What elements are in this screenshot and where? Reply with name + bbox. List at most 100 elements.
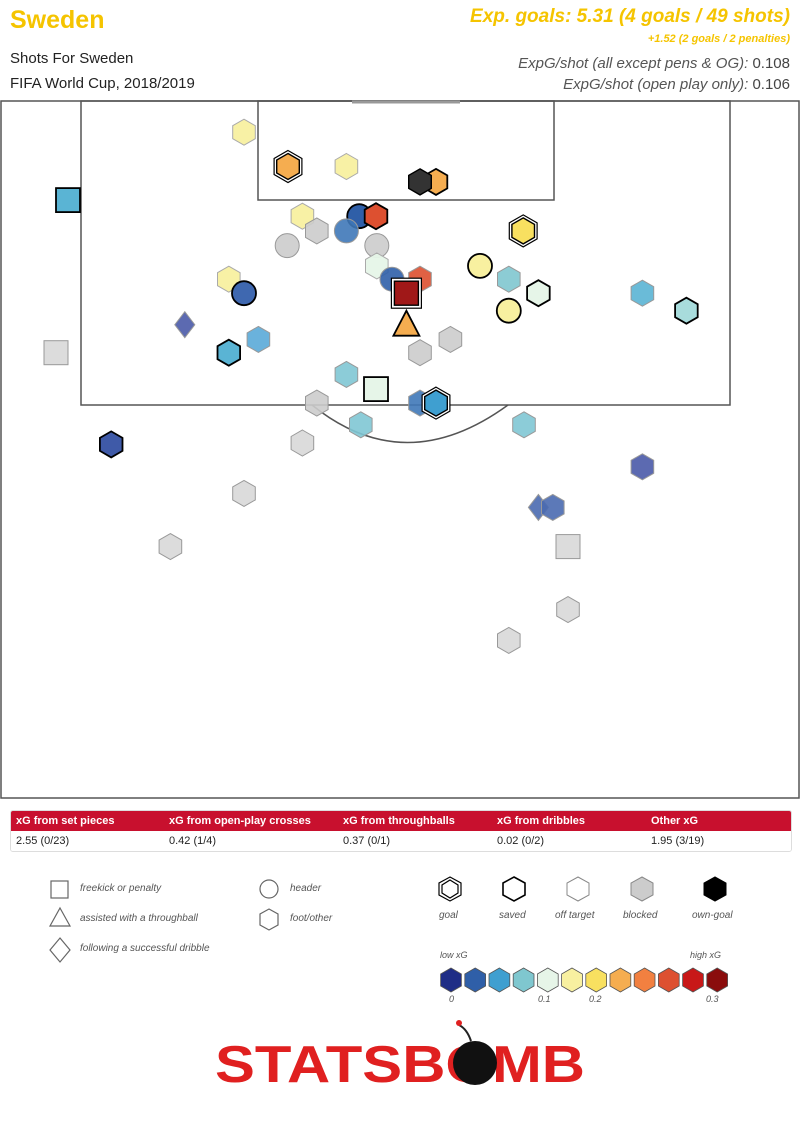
shot-marker-8 <box>363 202 389 231</box>
legend-triangle-icon <box>48 906 72 927</box>
shot-marker-48 <box>556 596 580 624</box>
scale-swatch-2 <box>488 967 511 993</box>
shot-marker-40 <box>99 430 124 459</box>
legend-label-freekick: freekick or penalty <box>80 883 162 894</box>
shot-marker-9 <box>305 217 329 245</box>
shot-marker-41 <box>290 429 315 457</box>
legend-foot-icon <box>259 908 279 931</box>
shot-marker-45 <box>541 493 565 521</box>
scale-high-label: high xG <box>690 950 722 960</box>
value-other: 1.95 (3/19) <box>651 835 705 847</box>
shot-marker-4 <box>408 168 432 196</box>
shot-marker-26 <box>174 310 196 339</box>
shot-marker-30 <box>43 340 69 366</box>
shot-marker-46 <box>158 533 183 561</box>
header-open-play-crosses: xG from open-play crosses <box>169 815 311 827</box>
scale-swatch-4 <box>537 967 559 993</box>
chart-subtitle: Shots For Sweden <box>10 50 134 67</box>
header-other: Other xG <box>651 815 699 827</box>
scale-swatch-7 <box>609 967 632 993</box>
legend-header-icon <box>259 879 279 899</box>
shot-marker-33 <box>334 360 359 388</box>
xg-extra: +1.52 (2 goals / 2 penalties) <box>647 33 790 45</box>
ratio-open-play-label: ExpG/shot (open play only): <box>563 76 749 93</box>
value-throughballs: 0.37 (0/1) <box>343 835 391 847</box>
ratio-all: ExpG/shot (all except pens & OG): 0.108 <box>518 55 790 72</box>
shot-marker-37 <box>421 386 451 420</box>
shot-map <box>0 100 800 799</box>
scale-tick-2: 0.2 <box>589 994 602 1004</box>
shot-marker-12 <box>274 233 300 259</box>
shot-marker-24 <box>495 297 522 324</box>
scale-swatch-3 <box>512 967 535 993</box>
team-name: Sweden <box>10 6 105 34</box>
shot-marker-0 <box>232 118 256 146</box>
shot-marker-28 <box>246 325 271 353</box>
penalty-area <box>80 100 731 406</box>
shot-marker-19 <box>497 265 521 293</box>
scale-swatch-5 <box>561 967 583 993</box>
legend-label-goal: goal <box>439 910 458 921</box>
shot-marker-23 <box>630 279 655 307</box>
legend-label-own-goal: own-goal <box>692 910 733 921</box>
shot-marker-47 <box>555 534 581 560</box>
scale-swatch-9 <box>658 967 680 993</box>
scale-swatch-6 <box>585 967 607 993</box>
scale-swatch-1 <box>464 967 487 993</box>
shot-marker-22 <box>526 279 551 308</box>
shots-layer <box>43 118 699 654</box>
scale-low-label: low xG <box>440 950 468 960</box>
shot-marker-11 <box>508 214 538 248</box>
shot-marker-32 <box>408 339 432 367</box>
shot-marker-5 <box>55 187 81 213</box>
xg-breakdown-header: xG from set pieces xG from open-play cro… <box>11 811 791 831</box>
xg-breakdown-table: xG from set pieces xG from open-play cro… <box>10 810 792 852</box>
shot-marker-25 <box>674 296 699 325</box>
bomb-fuse-icon <box>458 1024 472 1042</box>
six-yard-box <box>257 100 555 201</box>
ratio-open-play: ExpG/shot (open play only): 0.106 <box>563 76 790 93</box>
legend-blocked-icon <box>630 876 654 902</box>
shot-marker-49 <box>497 626 521 654</box>
header-throughballs: xG from throughballs <box>343 815 455 827</box>
bomb-spark-icon <box>456 1020 462 1026</box>
legend-label-off-target: off target <box>555 910 595 921</box>
legend-label-foot: foot/other <box>290 913 333 924</box>
shot-marker-35 <box>305 389 329 417</box>
header-set-pieces: xG from set pieces <box>16 815 115 827</box>
scale-swatch-11 <box>706 967 728 993</box>
shot-marker-2 <box>334 152 359 181</box>
shot-marker-21 <box>390 277 422 309</box>
bomb-icon <box>453 1041 497 1085</box>
header-dribbles: xG from dribbles <box>497 815 586 827</box>
legend-label-header: header <box>290 883 322 894</box>
penalty-arc <box>311 404 509 444</box>
scale-tick-0: 0 <box>449 994 455 1004</box>
xg-summary: Exp. goals: 5.31 (4 goals / 49 shots) <box>470 6 790 27</box>
legend-label-throughball: assisted with a throughball <box>80 913 198 924</box>
ratio-open-play-value: 0.106 <box>752 76 790 93</box>
legend-goal-icon <box>438 876 462 902</box>
shot-marker-29 <box>438 325 463 353</box>
shot-marker-42 <box>630 453 655 481</box>
xg-breakdown-values: 2.55 (0/23) 0.42 (1/4) 0.37 (0/1) 0.02 (… <box>11 831 791 851</box>
value-set-pieces: 2.55 (0/23) <box>16 835 70 847</box>
legend-label-dribble: following a successful dribble <box>80 943 210 954</box>
legend-off-target-icon <box>566 876 590 902</box>
legend-square-icon <box>50 880 69 899</box>
logo-text: STATSBOMB <box>215 1036 585 1094</box>
value-dribbles: 0.02 (0/2) <box>497 835 545 847</box>
legend-saved-icon <box>502 876 526 902</box>
shot-marker-38 <box>349 411 373 439</box>
ratio-all-label: ExpG/shot (all except pens & OG): <box>518 55 749 72</box>
ratio-all-value: 0.108 <box>752 55 790 72</box>
shot-marker-39 <box>512 411 536 439</box>
shot-marker-27 <box>391 308 421 337</box>
shot-marker-10 <box>333 218 359 244</box>
scale-swatch-0 <box>440 967 462 993</box>
legend-own-goal-icon <box>703 876 727 902</box>
shot-marker-31 <box>216 338 242 367</box>
shot-marker-15 <box>467 252 493 279</box>
shot-marker-1 <box>273 149 303 184</box>
statsbomb-logo: STATSBOMB <box>215 1020 585 1094</box>
